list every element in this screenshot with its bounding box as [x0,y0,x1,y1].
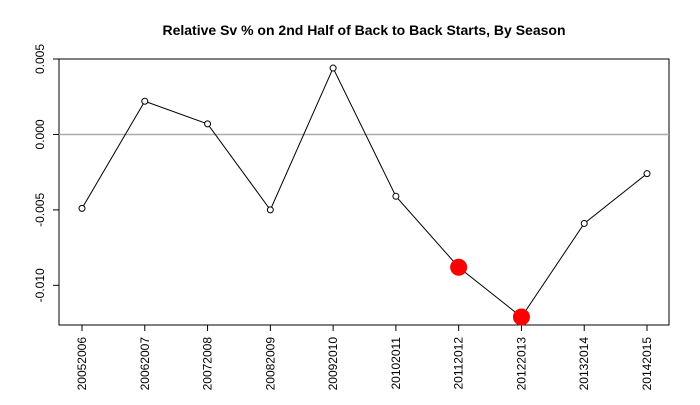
x-tick-label: 20102011 [389,337,403,390]
data-point [329,64,337,72]
x-tick-label: 20132014 [577,337,591,391]
data-point [266,206,274,214]
y-axis: 0.005 0.000 -0.005 -0.010 [33,44,59,302]
chart-title: Relative Sv % on 2nd Half of Back to Bac… [162,22,565,38]
data-point [643,170,651,178]
highlighted-data-point [512,308,530,326]
x-tick-label: 20092010 [326,337,340,391]
data-point [141,97,149,105]
x-axis: 20052006 20062007 20072008 20082009 20092010… [75,325,654,390]
data-points [78,64,651,326]
x-tick-label: 20082009 [263,337,277,391]
data-point [78,204,86,212]
data-point [204,120,212,128]
x-tick-label: 20122013 [514,337,528,391]
series-line [81,66,648,318]
x-tick-label: 20062007 [138,337,152,391]
y-tick-label: -0.010 [33,268,47,302]
x-tick-label: 20112012 [452,337,466,390]
x-tick-label: 20142015 [640,337,654,391]
data-point [392,192,400,200]
highlighted-data-point [450,258,468,276]
y-tick-label: 0.005 [33,44,47,74]
x-tick-label: 20052006 [75,337,89,391]
x-tick-label: 20072008 [201,337,215,391]
y-tick-label: -0.005 [33,193,47,227]
data-point [580,219,588,227]
y-tick-label: 0.000 [33,119,47,149]
plot-frame [58,58,670,326]
